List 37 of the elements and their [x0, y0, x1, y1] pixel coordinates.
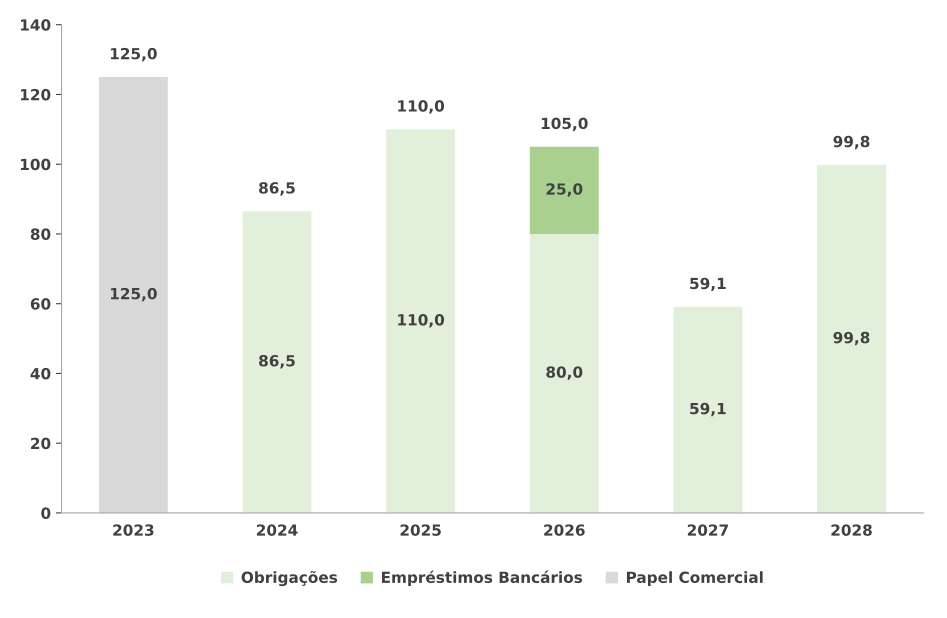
legend-label: Obrigações: [242, 570, 338, 586]
bar: [98, 77, 168, 513]
y-tick-label: 0: [41, 507, 50, 519]
data-label: 80,0: [546, 366, 582, 380]
total-label: 86,5: [259, 182, 295, 196]
y-tick-label: 140: [20, 19, 50, 31]
x-tick-label: 2024: [256, 524, 298, 536]
y-tick-label: 40: [30, 368, 50, 380]
data-label: 86,5: [259, 354, 295, 368]
x-tick-label: 2023: [113, 524, 154, 536]
x-tick-label: 2025: [400, 524, 441, 536]
bar: [530, 234, 599, 513]
data-label: 99,8: [833, 332, 870, 346]
total-label: 125,0: [110, 48, 157, 62]
data-label: 25,0: [546, 183, 582, 197]
data-label: 59,1: [690, 402, 726, 416]
y-tick-label: 20: [31, 438, 50, 450]
x-tick-label: 2028: [831, 524, 872, 536]
x-tick-label: 2026: [544, 524, 585, 536]
bar: [386, 129, 456, 513]
legend-label: Papel Comercial: [626, 571, 763, 586]
y-tick-label: 80: [30, 228, 50, 240]
y-tick-label: 60: [30, 298, 50, 310]
bar: [242, 211, 312, 513]
bar: [817, 164, 886, 513]
total-label: 99,8: [833, 136, 870, 150]
total-label: 110,0: [398, 100, 444, 114]
data-label: 110,0: [398, 314, 444, 328]
total-label: 59,1: [690, 278, 726, 292]
total-label: 105,0: [542, 118, 588, 132]
bar: [673, 306, 742, 513]
data-label: 125,0: [110, 288, 157, 302]
y-tick-label: 100: [20, 158, 50, 170]
y-tick-label: 120: [20, 88, 50, 100]
bar: [530, 146, 599, 234]
legend-label: Empréstimos Bancários: [382, 570, 582, 586]
x-tick-label: 2027: [688, 524, 728, 536]
